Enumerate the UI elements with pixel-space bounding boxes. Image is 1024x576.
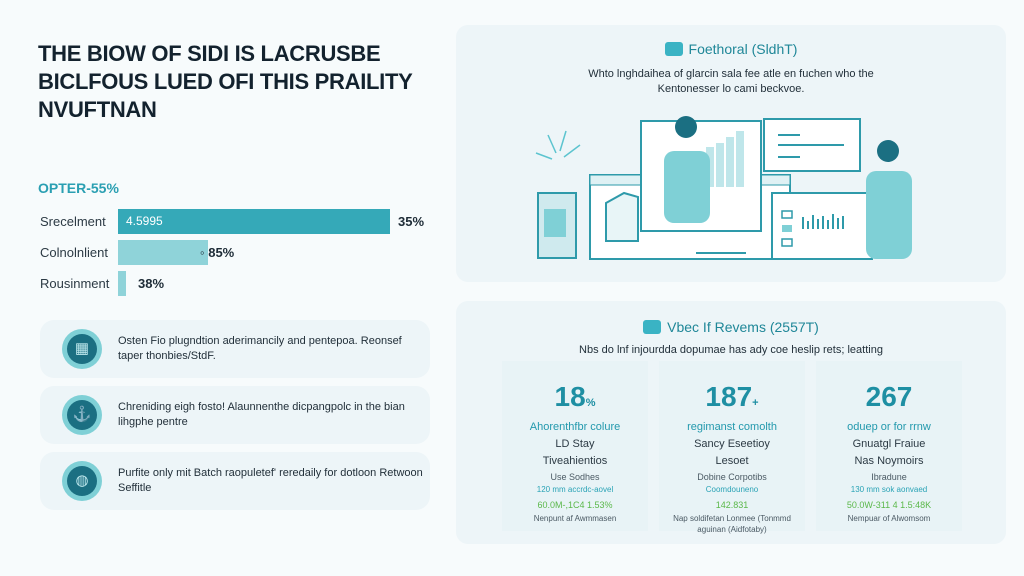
illustration-panel: Foethoral (SldhT) Whto lnghdaihea of gla… bbox=[456, 25, 1006, 282]
stat-line-2: Tiveahientios bbox=[542, 455, 608, 467]
stats-panel-description: Nbs do lnf injourdda dopumae has ady coe… bbox=[579, 344, 883, 356]
stats-panel-title-text: Vbec If Revems (2557T) bbox=[667, 319, 819, 335]
illustration-desc-line-1: Whto lnghdaihea of glarcin sala fee atle… bbox=[588, 68, 874, 80]
stat-line-3: Ibradune bbox=[871, 472, 907, 482]
bar-fill bbox=[118, 240, 208, 265]
stat-value: 267 bbox=[816, 381, 962, 419]
stat-line-1: LD Stay bbox=[555, 438, 595, 450]
bar-fill bbox=[118, 271, 126, 296]
stat-number: 267 bbox=[865, 381, 913, 412]
stat-line-3: Dobine Corpotibs bbox=[697, 472, 767, 482]
bar-inner-label: 4.5995 bbox=[126, 214, 163, 228]
illustration-panel-title-text: Foethoral (SldhT) bbox=[688, 41, 798, 57]
stat-number: 187 bbox=[705, 381, 753, 412]
feature-card: ◍ Purfite only mit Batch raopuletef' rer… bbox=[40, 452, 430, 510]
stat-line-1: Sancy Eseetioy bbox=[694, 438, 770, 450]
bar-row: Rousinment 38% bbox=[38, 271, 448, 296]
stat-number: 18 bbox=[554, 381, 586, 412]
card-icon-glyph: ▦ bbox=[67, 334, 97, 364]
stat-subtitle: Ahorenthfbr colure bbox=[529, 421, 621, 433]
stat-change: 142.831 bbox=[715, 500, 749, 510]
bar-label: Srecelment bbox=[40, 214, 106, 229]
illustration-panel-title: Foethoral (SldhT) bbox=[456, 41, 1006, 57]
stat-change: 50.0W-311 4 1.5:48K bbox=[846, 500, 932, 510]
stat-subtitle: oduep or for rrnw bbox=[847, 421, 931, 433]
headline-line-2: BICLFOUS LUED OFI THIS PRAILITY bbox=[38, 69, 413, 94]
office-illustration bbox=[535, 116, 912, 260]
bar-section-title: OPTER-55% bbox=[38, 180, 119, 196]
stat-suffix: + bbox=[752, 397, 759, 409]
headline: THE BIOW OF SIDI IS LACRUSBE BICLFOUS LU… bbox=[38, 40, 448, 124]
stat-subtitle: regimanst comolth bbox=[687, 421, 777, 433]
bar-value: 35% bbox=[398, 214, 425, 229]
stat-value: 18% bbox=[502, 381, 648, 419]
stat-footnote: Nenpunt af Awmmasen bbox=[533, 514, 617, 523]
stat-footnote: Nap soldifetan Lonmee (Tonmmd aguinan (A… bbox=[673, 514, 791, 534]
card-text: Purfite only mit Batch raopuletef' rered… bbox=[118, 467, 423, 494]
feature-card: ⚓ Chreniding eigh fosto! Alaunnenthe dic… bbox=[40, 386, 430, 444]
person-left bbox=[664, 116, 710, 223]
stat-line-4: 120 mm accrdc-aovel bbox=[536, 485, 614, 494]
stat-line-3: Use Sodhes bbox=[550, 472, 600, 482]
stat-card: 187+ regimanst comolth Sancy Eseetioy Le… bbox=[659, 361, 805, 534]
bar-label: Rousinment bbox=[40, 276, 110, 291]
chip-icon: ▦ bbox=[62, 329, 102, 369]
stat-card: 18% Ahorenthfbr colure LD Stay Tiveahien… bbox=[502, 361, 648, 531]
stat-line-4: 130 mm sok aonvaed bbox=[850, 485, 928, 494]
toolbox-icon bbox=[643, 320, 662, 334]
stat-card: 267 oduep or for rrnw Gnuatgl Fraiue Nas… bbox=[816, 361, 962, 531]
dashboard-icon bbox=[771, 192, 873, 260]
bar-row: Srecelment 4.5995 35% bbox=[38, 209, 448, 234]
bar-label: Colnolnlient bbox=[40, 245, 108, 260]
stats-panel-title: Vbec If Revems (2557T) bbox=[456, 319, 1006, 335]
illustration-desc-line-2: Kentonesser lo cami beckvoe. bbox=[657, 83, 805, 95]
person-right bbox=[866, 140, 912, 259]
stat-footnote: Nempuar of Alwomsom bbox=[847, 514, 931, 523]
headline-line-3: NVUFTNAN bbox=[38, 97, 157, 122]
chat-bubble-icon bbox=[763, 118, 861, 172]
anchor-icon: ⚓ bbox=[62, 395, 102, 435]
bar-value: ◦ 85% bbox=[200, 245, 235, 260]
stats-panel: Vbec If Revems (2557T) Nbs do lnf injour… bbox=[456, 301, 1006, 544]
illustration-panel-description: Whto lnghdaihea of glarcin sala fee atle… bbox=[456, 67, 1006, 97]
card-text: Osten Fio plugndtion aderimancily and pe… bbox=[118, 335, 402, 362]
bar-row: Colnolnlient ◦ 85% bbox=[38, 240, 448, 265]
stat-line-2: Lesoet bbox=[715, 455, 749, 467]
stats-grid: 18% Ahorenthfbr colure LD Stay Tiveahien… bbox=[502, 361, 962, 534]
headline-line-1: THE BIOW OF SIDI IS LACRUSBE bbox=[38, 41, 381, 66]
card-icon-glyph: ⚓ bbox=[67, 400, 97, 430]
feature-cards: ▦ Osten Fio plugndtion aderimancily and … bbox=[40, 320, 430, 518]
bar-fill: 4.5995 bbox=[118, 209, 390, 234]
stat-line-2: Nas Noymoirs bbox=[854, 455, 924, 467]
card-text: Chreniding eigh fosto! Alaunnenthe dicpa… bbox=[118, 401, 405, 428]
card-icon-glyph: ◍ bbox=[67, 466, 97, 496]
stat-line-1: Gnuatgl Fraiue bbox=[852, 438, 926, 450]
globe-icon: ◍ bbox=[62, 461, 102, 501]
sparkle-decoration bbox=[535, 130, 581, 160]
book-icon bbox=[537, 192, 577, 259]
stat-line-4: Coomdouneno bbox=[705, 485, 759, 494]
bar-chart: Srecelment 4.5995 35% Colnolnlient ◦ 85%… bbox=[38, 209, 448, 302]
stat-suffix: % bbox=[585, 397, 596, 409]
stat-value: 187+ bbox=[659, 381, 805, 419]
feature-card: ▦ Osten Fio plugndtion aderimancily and … bbox=[40, 320, 430, 378]
toolbox-icon bbox=[664, 42, 683, 56]
bar-value: 38% bbox=[138, 276, 165, 291]
stat-change: 60.0M-,1C4 1.53% bbox=[537, 500, 613, 510]
